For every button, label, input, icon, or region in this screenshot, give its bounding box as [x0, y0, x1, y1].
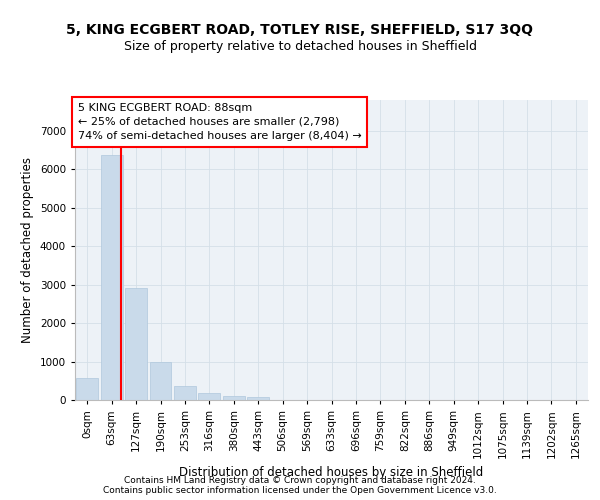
Bar: [125, 288, 147, 400]
Bar: [247, 397, 269, 400]
Text: Size of property relative to detached houses in Sheffield: Size of property relative to detached ho…: [124, 40, 476, 53]
Bar: [174, 386, 196, 400]
Bar: [101, 154, 122, 400]
Bar: [149, 362, 172, 400]
Text: Contains HM Land Registry data © Crown copyright and database right 2024.: Contains HM Land Registry data © Crown c…: [124, 476, 476, 485]
Bar: [199, 394, 220, 400]
Text: 5, KING ECGBERT ROAD, TOTLEY RISE, SHEFFIELD, S17 3QQ: 5, KING ECGBERT ROAD, TOTLEY RISE, SHEFF…: [67, 22, 533, 36]
Text: 5 KING ECGBERT ROAD: 88sqm
← 25% of detached houses are smaller (2,798)
74% of s: 5 KING ECGBERT ROAD: 88sqm ← 25% of deta…: [77, 103, 361, 141]
X-axis label: Distribution of detached houses by size in Sheffield: Distribution of detached houses by size …: [179, 466, 484, 479]
Y-axis label: Number of detached properties: Number of detached properties: [21, 157, 34, 343]
Bar: [76, 378, 98, 400]
Text: Contains public sector information licensed under the Open Government Licence v3: Contains public sector information licen…: [103, 486, 497, 495]
Bar: [223, 396, 245, 400]
